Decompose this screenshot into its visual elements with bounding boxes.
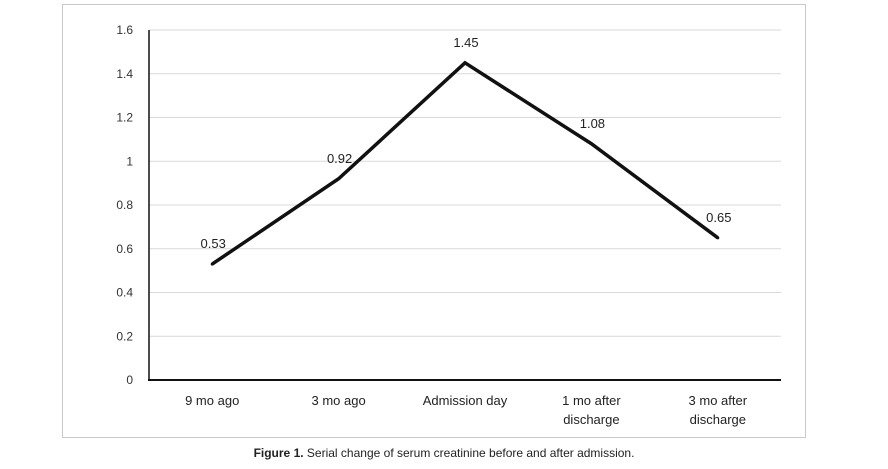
data-point	[463, 61, 467, 65]
x-tick-label-line: 3 mo ago	[311, 393, 365, 408]
x-tick-label-line: discharge	[690, 412, 746, 427]
x-tick-label: 1 mo after discharge	[562, 393, 621, 427]
y-tick-label: 0.4	[116, 286, 133, 300]
y-tick-label: 1	[126, 154, 133, 168]
gridlines	[149, 29, 781, 337]
axes	[148, 30, 781, 381]
caption-text: Serial change of serum creatinine before…	[306, 446, 635, 460]
caption-label: Figure 1.	[253, 446, 304, 460]
data-label: 1.08	[580, 116, 605, 131]
data-point	[716, 236, 720, 240]
x-tick-label-line: 1 mo after	[562, 393, 621, 408]
x-tick-label: 3 mo ago	[311, 393, 365, 408]
y-tick-label: 0	[126, 373, 133, 387]
y-tick-label: 1.4	[116, 67, 133, 81]
x-tick-label-line: 3 mo after	[689, 393, 748, 408]
data-label: 0.65	[706, 210, 731, 225]
data-label: 0.92	[327, 151, 352, 166]
y-tick-label: 0.8	[116, 198, 133, 212]
y-tick-label: 1.2	[116, 111, 133, 125]
y-tick-label: 0.6	[116, 242, 133, 256]
y-axis-tick-labels: 0 0.2 0.4 0.6 0.8 1 1.2 1.4 1.6	[116, 23, 133, 387]
y-tick-label: 0.2	[116, 329, 133, 343]
x-tick-label-line: discharge	[563, 412, 619, 427]
data-labels: 0.53 0.92 1.45 1.08 0.65	[201, 35, 731, 266]
x-axis-tick-labels: 9 mo ago 3 mo ago Admission day 1 mo after d…	[185, 393, 748, 427]
y-tick-label: 1.6	[116, 23, 133, 37]
x-tick-label-line: 9 mo ago	[185, 393, 239, 408]
figure-caption: Figure 1. Serial change of serum creatin…	[0, 446, 888, 460]
series-line	[211, 60, 719, 266]
data-point	[589, 142, 593, 146]
data-label: 0.53	[201, 236, 226, 251]
data-point	[337, 177, 341, 181]
chart-frame	[62, 4, 806, 438]
data-label: 1.45	[453, 35, 478, 50]
x-tick-label: 9 mo ago	[185, 393, 239, 408]
x-tick-label-line: Admission day	[423, 393, 508, 408]
data-point	[210, 262, 214, 266]
x-tick-label: 3 mo after discharge	[689, 393, 748, 427]
x-tick-label: Admission day	[423, 393, 508, 408]
